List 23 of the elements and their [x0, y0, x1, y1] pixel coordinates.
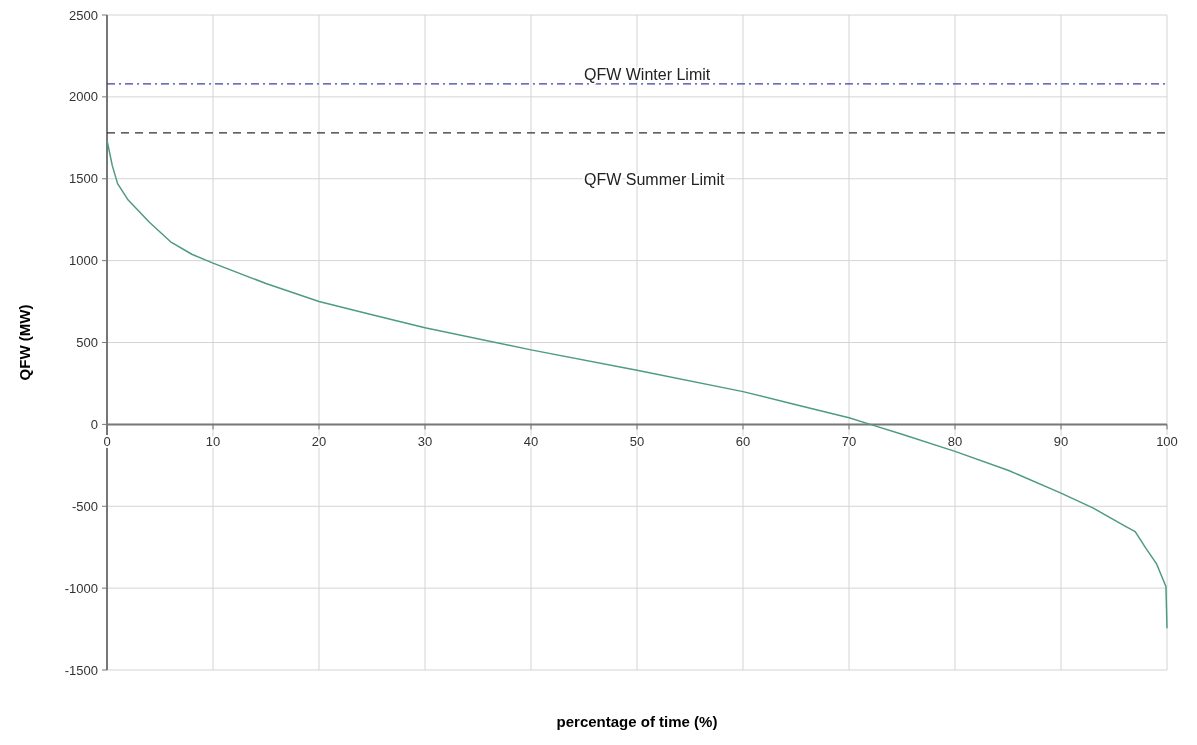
x-tick-label: 10	[205, 434, 221, 450]
x-tick-label: 60	[735, 434, 751, 450]
ref-line-label: QFW Winter Limit	[584, 65, 711, 83]
ref-line-label: QFW Summer Limit	[584, 170, 725, 188]
x-tick-label: 30	[417, 434, 433, 450]
x-tick-label: 90	[1053, 434, 1069, 450]
y-tick-label: 500	[76, 335, 98, 351]
y-tick-label: 2500	[69, 7, 98, 23]
y-tick-label: 0	[90, 416, 98, 432]
y-tick-label: -500	[71, 498, 98, 514]
x-axis-title: percentage of time (%)	[556, 713, 718, 730]
y-tick-label: 2000	[69, 89, 98, 105]
y-tick-label: -1500	[64, 662, 98, 678]
x-tick-label: 40	[523, 434, 539, 450]
y-tick-label: -1000	[64, 580, 98, 596]
x-tick-label: 50	[629, 434, 645, 450]
x-tick-label: 20	[311, 434, 327, 450]
x-tick-label: 100	[1156, 434, 1178, 450]
y-axis-title: QFW (MW)	[16, 304, 33, 381]
x-tick-label: 70	[841, 434, 857, 450]
y-tick-label: 1500	[69, 171, 98, 187]
x-tick-label: 80	[947, 434, 963, 450]
y-tick-label: 1000	[69, 253, 98, 269]
